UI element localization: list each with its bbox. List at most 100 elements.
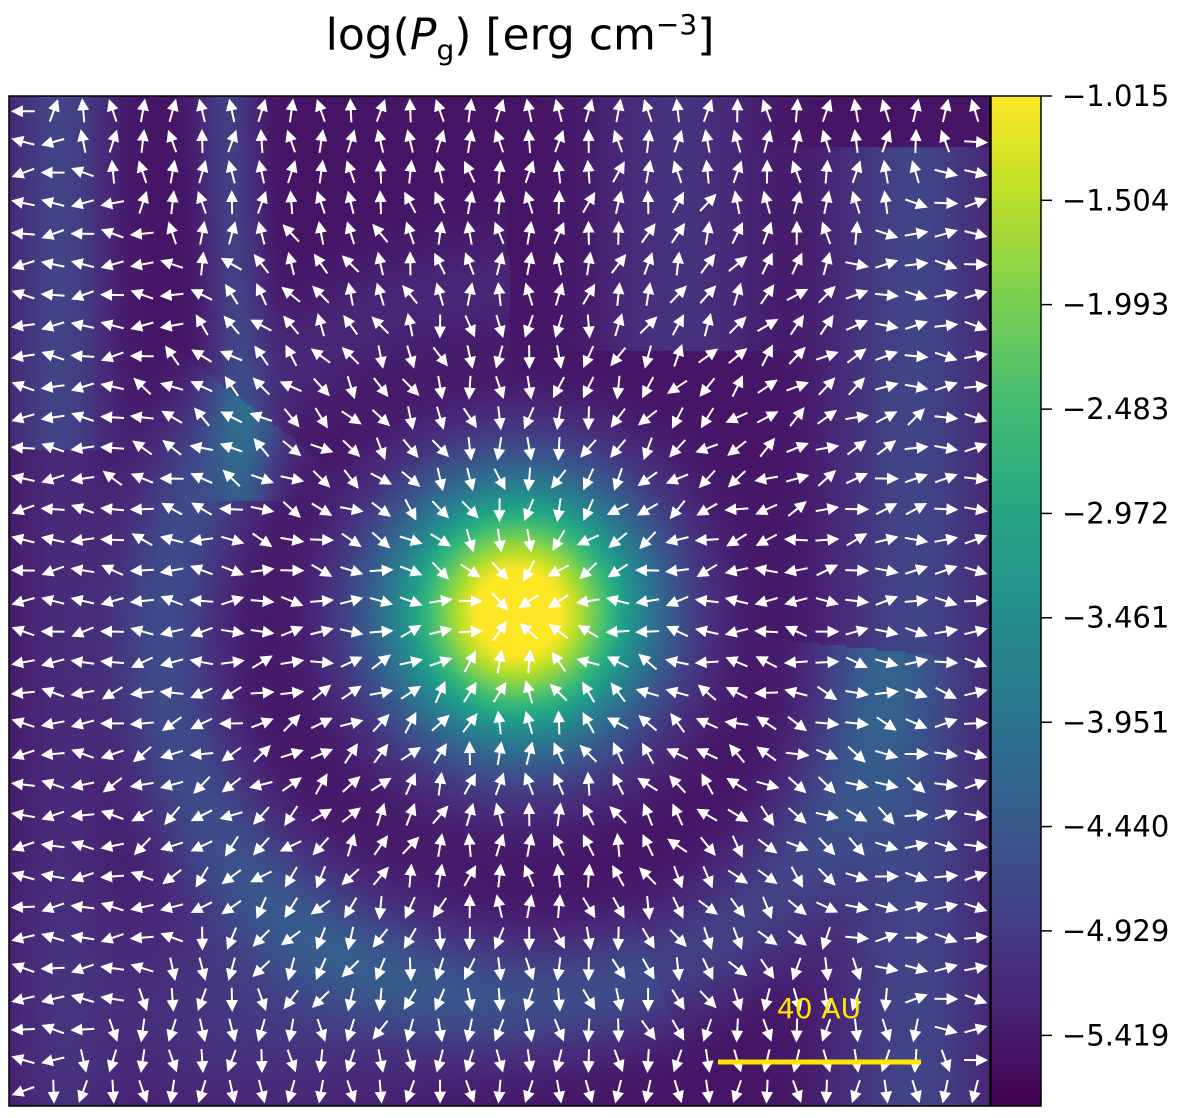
vector-arrow [193,776,211,795]
vector-arrow [430,533,452,547]
vector-arrow [845,595,870,608]
vector-arrow [11,595,35,608]
vector-arrow [548,594,569,609]
vector-arrow [549,683,568,702]
vector-arrow [934,717,958,729]
vector-arrow [934,625,959,638]
vector-arrow [11,840,35,852]
vector-arrow [635,625,660,638]
vector-arrow [70,778,95,791]
vector-arrow [166,1079,179,1104]
vector-arrow [491,592,509,611]
vector-arrow [728,256,748,272]
vector-arrow [374,345,387,369]
vector-arrow [553,927,565,950]
vector-arrow [464,467,476,492]
vector-arrow [551,651,567,672]
vector-arrow [462,407,478,429]
chart-title: log(Pg) [erg cm−3] [325,8,715,67]
vector-arrow [130,320,154,332]
vector-arrow [190,717,213,730]
vector-arrow [100,656,125,669]
vector-arrow [315,1049,328,1073]
vector-arrow [756,716,777,731]
vector-arrow [252,929,271,947]
vector-arrow [251,717,274,729]
vector-arrow [129,564,154,577]
vector-arrow [341,255,360,273]
vector-arrow [285,129,297,153]
vector-arrow [696,502,718,516]
vector-arrow [755,503,778,516]
vector-arrow [344,987,357,1012]
vector-arrow [129,411,154,424]
vector-arrow [310,348,331,364]
vector-arrow [905,718,928,730]
vector-arrow [786,380,809,393]
vector-arrow [11,472,35,485]
vector-arrow [102,777,123,793]
vector-arrow [964,472,989,485]
vector-arrow [761,221,774,245]
vector-arrow [639,531,657,550]
vector-arrow [606,717,629,730]
vector-arrow [311,563,333,577]
vector-arrow [280,625,304,637]
vector-arrow [463,1049,476,1073]
vector-arrow [789,407,805,427]
vector-arrow [253,744,271,763]
plot-frame [8,95,991,1107]
vector-arrow [669,439,687,458]
vector-arrow [225,957,238,981]
vector-arrow [582,834,595,857]
vector-arrow [904,687,928,699]
vector-arrow [70,442,95,455]
vector-arrow [552,863,565,888]
vector-arrow [612,865,625,887]
vector-arrow [642,376,655,399]
vector-arrow [642,896,655,920]
vector-arrow [190,840,213,852]
vector-arrow [672,957,684,982]
vector-arrow [285,160,298,184]
vector-arrow [755,656,778,669]
vector-arrow [523,649,536,674]
vector-arrow [783,533,808,546]
vector-arrow [552,957,565,982]
vector-arrow [582,712,595,734]
vector-arrow [523,894,536,919]
vector-arrow [760,958,775,980]
vector-arrow [553,345,566,369]
vector-arrow [70,258,95,270]
vector-arrow [880,1018,892,1042]
vector-arrow [493,863,506,888]
vector-arrow [129,778,154,791]
vector-arrow [904,534,929,546]
vector-arrow [166,987,179,1012]
vector-arrow [40,533,65,546]
vector-arrow [665,534,689,546]
vector-arrow [905,503,928,516]
vector-arrow [491,561,509,580]
vector-arrow [845,288,869,301]
vector-arrow [672,896,684,919]
vector-arrow [964,901,988,914]
vector-arrow [256,1079,268,1104]
vector-arrow [964,1023,988,1036]
vector-arrow [669,499,686,520]
vector-arrow [934,319,959,332]
vector-arrow [190,289,213,301]
vector-arrow [189,748,214,761]
vector-arrow [166,957,179,981]
vector-arrow [195,866,209,888]
vector-arrow [40,748,65,761]
vector-arrow [190,687,213,699]
vector-arrow [727,440,747,457]
vector-arrow [671,314,685,336]
vector-arrow [220,656,245,669]
vector-arrow [10,227,35,240]
vector-arrow [40,503,65,516]
vector-arrow [458,625,483,638]
vector-arrow [579,744,598,763]
vector-arrow [372,1020,389,1040]
